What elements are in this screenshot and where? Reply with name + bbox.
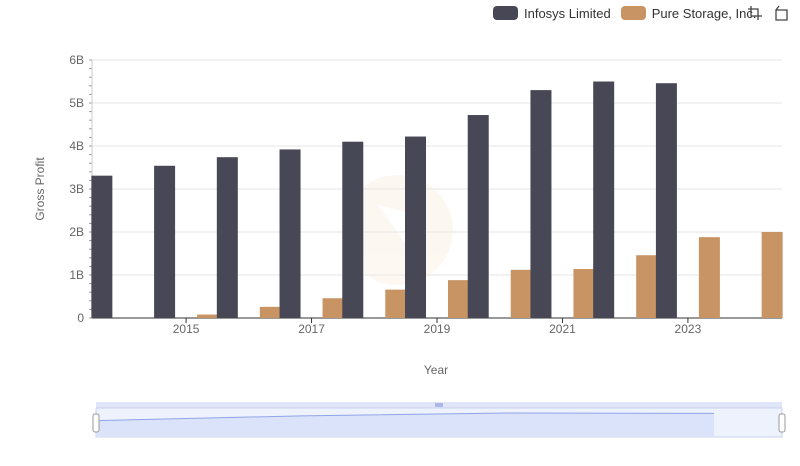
y-axis: 0 1B 2B 3B 4B 5B 6B: [69, 53, 93, 325]
grid-lines: [92, 59, 782, 276]
navigator-area: [96, 413, 714, 436]
legend-item-infosys[interactable]: Infosys Limited: [493, 6, 611, 21]
legend-item-pure-storage[interactable]: Pure Storage, Inc.: [620, 5, 757, 21]
y-tick-label: 3B: [69, 182, 84, 196]
bar-infosys[interactable]: [91, 175, 113, 318]
y-tick-label: 1B: [69, 268, 84, 282]
navigator-handle-grip[interactable]: [435, 403, 443, 407]
bar-pure-storage[interactable]: [698, 237, 720, 318]
y-tick-label: 2B: [69, 225, 84, 239]
x-tick-label: 2019: [424, 322, 451, 336]
bars: [91, 81, 783, 319]
bar-infosys[interactable]: [279, 149, 301, 318]
bar-infosys[interactable]: [530, 90, 552, 318]
x-tick-label: 2017: [298, 322, 325, 336]
navigator-line: [95, 412, 715, 422]
toolbar: [747, 5, 789, 21]
bar-pure-storage[interactable]: [573, 268, 595, 318]
x-axis-title: Year: [424, 363, 448, 377]
bar-infosys[interactable]: [154, 165, 176, 318]
navigator-right-handle[interactable]: [778, 413, 786, 433]
bar-pure-storage[interactable]: [385, 289, 407, 318]
y-tick-label: 6B: [69, 53, 84, 67]
legend-swatch-pure-storage: [620, 6, 646, 20]
navigator[interactable]: [92, 402, 786, 438]
navigator-left-handle[interactable]: [92, 413, 100, 433]
bar-infosys[interactable]: [467, 115, 489, 318]
bar-pure-storage[interactable]: [761, 232, 783, 318]
restore-icon[interactable]: [773, 5, 789, 21]
legend-swatch-infosys: [493, 6, 518, 20]
x-tick-label: 2023: [675, 322, 702, 336]
bar-pure-storage[interactable]: [510, 269, 532, 318]
bar-infosys[interactable]: [216, 157, 238, 318]
y-tick-label: 0: [77, 311, 84, 325]
legend-label-pure-storage: Pure Storage, Inc.: [651, 5, 757, 21]
legend: Infosys Limited Pure Storage, Inc.: [493, 2, 756, 24]
y-axis-title: Gross Profit: [33, 157, 47, 221]
bar-pure-storage[interactable]: [259, 306, 281, 318]
bar-infosys[interactable]: [405, 136, 426, 318]
bar-infosys[interactable]: [342, 141, 364, 318]
x-axis: 2015 2017 2019 2021 2023: [92, 317, 782, 336]
bar-pure-storage[interactable]: [448, 280, 469, 318]
bar-pure-storage[interactable]: [322, 298, 344, 318]
x-tick-label: 2021: [549, 322, 576, 336]
legend-label-infosys: Infosys Limited: [524, 5, 611, 21]
bar-pure-storage[interactable]: [197, 314, 219, 318]
zoom-in-icon[interactable]: [747, 5, 763, 21]
x-tick-label: 2015: [173, 322, 200, 336]
bar-infosys[interactable]: [655, 83, 677, 318]
y-tick-label: 4B: [69, 139, 84, 153]
y-tick-label: 5B: [69, 96, 84, 110]
bar-infosys[interactable]: [593, 81, 615, 319]
bar-pure-storage[interactable]: [636, 255, 658, 318]
